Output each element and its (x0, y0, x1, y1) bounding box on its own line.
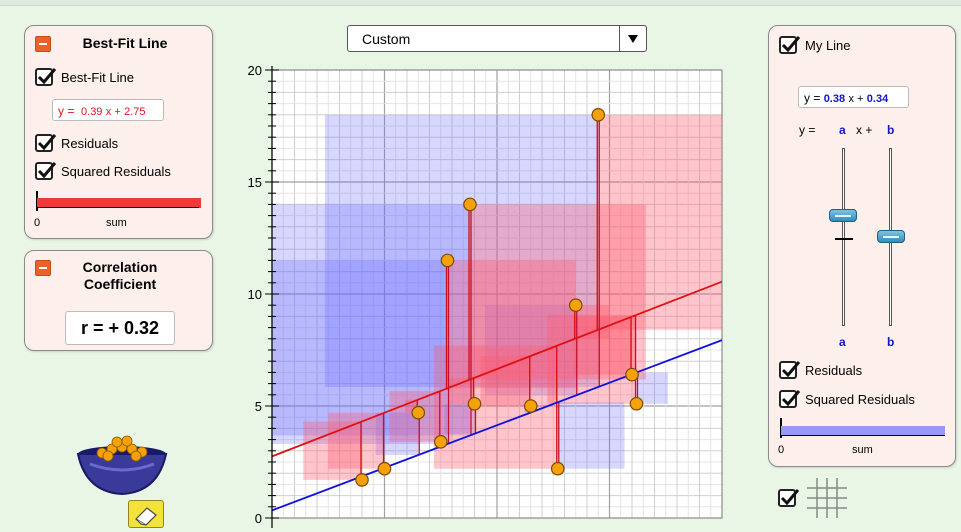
data-point[interactable] (468, 398, 480, 410)
slider-b-thumb[interactable] (877, 230, 905, 243)
slider-b-label: b (887, 335, 894, 349)
my-sum-zero: 0 (778, 444, 784, 456)
top-edge (0, 0, 961, 6)
y-tick-label: 5 (255, 399, 262, 414)
my-line-equation: y = 0.38 x + 0.34 (798, 86, 909, 108)
data-point[interactable] (435, 436, 447, 448)
scatter-chart[interactable]: 20 15 10 5 0 (240, 58, 730, 528)
squared-residuals-label: Squared Residuals (61, 164, 171, 179)
bestfit-square (434, 345, 558, 468)
data-point[interactable] (464, 198, 476, 210)
eq-xplus: x + (106, 106, 121, 118)
checkmark-icon (36, 131, 58, 153)
bestfit-checkbox[interactable] (35, 68, 53, 86)
correlation-value: r = + 0.32 (65, 311, 175, 345)
collapse-best-fit-button[interactable] (35, 36, 51, 52)
point-bucket-icon[interactable] (72, 434, 172, 499)
my-residuals-label: Residuals (805, 363, 862, 378)
data-point[interactable] (356, 474, 368, 486)
my-line-label: My Line (805, 38, 851, 53)
sum-label: sum (106, 217, 127, 229)
collapse-correlation-button[interactable] (35, 260, 51, 276)
best-fit-panel: Best-Fit Line Best-Fit Line y = 0.39 x +… (24, 25, 213, 239)
slider-a-thumb[interactable] (829, 209, 857, 222)
my-squared-residuals-label: Squared Residuals (805, 392, 915, 407)
my-line-panel: My Line y = 0.38 x + 0.34 y = a x + b a … (768, 25, 956, 467)
data-point[interactable] (412, 407, 424, 419)
correlation-title-line1: Correlation (65, 259, 175, 276)
y-tick-label: 20 (248, 63, 262, 78)
data-point[interactable] (592, 109, 604, 121)
y-tick-label: 0 (255, 511, 262, 526)
bestfit-square (328, 413, 384, 469)
my-eq-y: y = (804, 91, 820, 105)
sum-axis-line (37, 207, 199, 208)
y-tick-label: 10 (248, 287, 262, 302)
template-y: y = (799, 123, 815, 137)
correlation-panel: Correlation Coefficient r = + 0.32 (24, 250, 213, 351)
bestfit-label: Best-Fit Line (61, 70, 134, 85)
bestfit-equation: y = 0.39 x + 2.75 (52, 99, 164, 121)
checkmark-icon (779, 486, 801, 508)
my-eq-intercept: 0.34 (867, 93, 888, 105)
dataset-dropdown[interactable]: Custom (347, 25, 647, 52)
my-eq-slope: 0.38 (824, 93, 845, 105)
slider-a-zero-mark (835, 238, 853, 240)
data-point[interactable] (441, 254, 453, 266)
my-line-checkbox[interactable] (779, 36, 797, 54)
slider-a-label: a (839, 335, 846, 349)
my-sum-axis-line (781, 435, 945, 436)
y-tick-label: 15 (248, 175, 262, 190)
correlation-title-line2: Coefficient (65, 276, 175, 293)
residuals-checkbox[interactable] (35, 134, 53, 152)
template-a: a (839, 123, 846, 137)
my-sum-label: sum (852, 444, 873, 456)
data-point[interactable] (626, 368, 638, 380)
checkmark-icon (780, 33, 802, 55)
checkmark-icon (780, 358, 802, 380)
data-point[interactable] (525, 400, 537, 412)
checkmark-icon (780, 387, 802, 409)
checkmark-icon (36, 159, 58, 181)
bestfit-square (547, 315, 636, 404)
eq-slope: 0.39 (81, 106, 102, 118)
checkmark-icon (36, 65, 58, 87)
eraser-button[interactable] (128, 500, 164, 528)
my-squared-residuals-checkbox[interactable] (779, 390, 797, 408)
best-fit-panel-title: Best-Fit Line (65, 35, 185, 51)
data-point[interactable] (378, 463, 390, 475)
eq-intercept: 2.75 (124, 106, 145, 118)
dropdown-selected: Custom (362, 31, 410, 47)
data-point[interactable] (552, 463, 564, 475)
template-xplus: x + (856, 123, 872, 137)
grid-checkbox[interactable] (778, 489, 796, 507)
chevron-down-icon[interactable] (619, 26, 646, 51)
sum-zero: 0 (34, 217, 40, 229)
data-point[interactable] (570, 299, 582, 311)
my-residuals-checkbox[interactable] (779, 361, 797, 379)
data-point[interactable] (630, 398, 642, 410)
template-b: b (887, 123, 894, 137)
squared-residuals-checkbox[interactable] (35, 162, 53, 180)
eraser-icon (129, 501, 163, 527)
my-eq-xplus: x + (848, 93, 863, 105)
grid-icon[interactable] (803, 476, 851, 520)
slider-a-track[interactable] (842, 148, 845, 326)
residuals-label: Residuals (61, 136, 118, 151)
my-line-square (558, 402, 625, 468)
eq-y: y = (58, 104, 74, 118)
correlation-title: Correlation Coefficient (65, 259, 175, 293)
